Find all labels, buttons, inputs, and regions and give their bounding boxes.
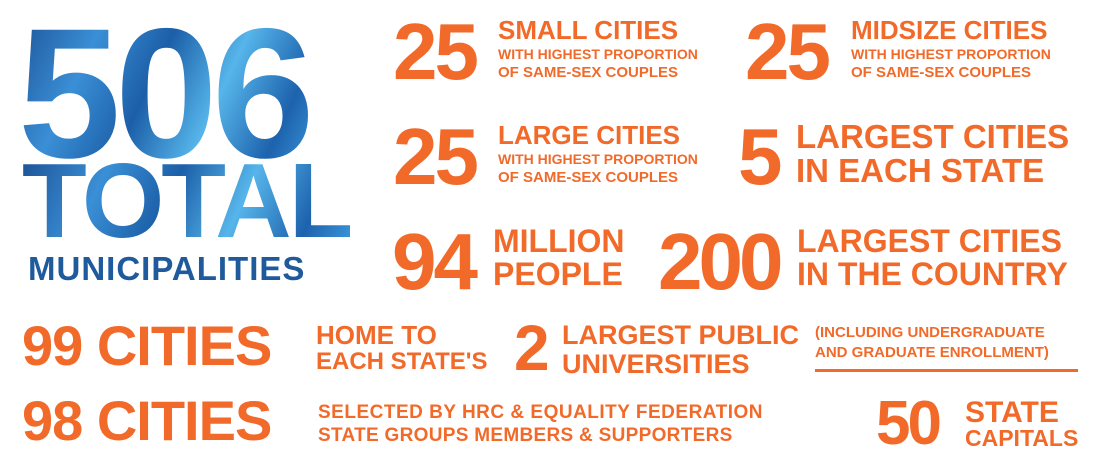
headline-label: MUNICIPALITIES (28, 250, 306, 287)
label: STATE GROUPS MEMBERS & SUPPORTERS (318, 425, 733, 446)
stat-sub: WITH HIGHEST PROPORTION (498, 151, 698, 167)
label: EACH STATE'S (316, 348, 488, 375)
stat-title: MIDSIZE CITIES (851, 15, 1048, 45)
stat-number: 25 (393, 7, 479, 96)
underline (815, 369, 1078, 372)
note: (INCLUDING UNDERGRADUATE (815, 324, 1045, 341)
stat-title: SMALL CITIES (498, 15, 679, 45)
stat-title: IN THE COUNTRY (797, 256, 1068, 292)
label: UNIVERSITIES (562, 349, 750, 379)
stat-title: MILLION (493, 223, 625, 259)
stat-sub: WITH HIGHEST PROPORTION (498, 46, 698, 62)
stat-number: 5 (738, 112, 783, 201)
label: LARGEST PUBLIC (562, 320, 800, 350)
stat-sub: OF SAME-SEX COUPLES (498, 64, 679, 81)
stat-sub: OF SAME-SEX COUPLES (851, 64, 1032, 81)
label: HOME TO (316, 320, 437, 350)
headline-word: TOTAL (22, 142, 353, 260)
stat-number: 25 (745, 7, 831, 96)
note: AND GRADUATE ENROLLMENT) (815, 344, 1049, 361)
count: 99 CITIES (22, 314, 272, 377)
stat-title: LARGEST CITIES (796, 118, 1070, 155)
number: 50 (876, 389, 942, 458)
stat-sub: OF SAME-SEX COUPLES (498, 169, 679, 186)
stat-title: IN EACH STATE (796, 152, 1045, 189)
label: CAPITALS (965, 425, 1079, 451)
stat-title: LARGE CITIES (498, 120, 681, 150)
label: STATE (965, 396, 1059, 429)
label: SELECTED BY HRC & EQUALITY FEDERATION (318, 402, 763, 423)
stat-title: LARGEST CITIES (797, 223, 1062, 259)
headline-number: 506 (18, 0, 315, 197)
stat-title: PEOPLE (493, 256, 623, 292)
count: 98 CITIES (22, 389, 272, 452)
number: 2 (514, 312, 550, 384)
stat-number: 25 (393, 112, 479, 201)
stat-sub: WITH HIGHEST PROPORTION (851, 46, 1051, 62)
stat-number: 94 (392, 217, 478, 306)
stat-number: 200 (658, 217, 784, 306)
